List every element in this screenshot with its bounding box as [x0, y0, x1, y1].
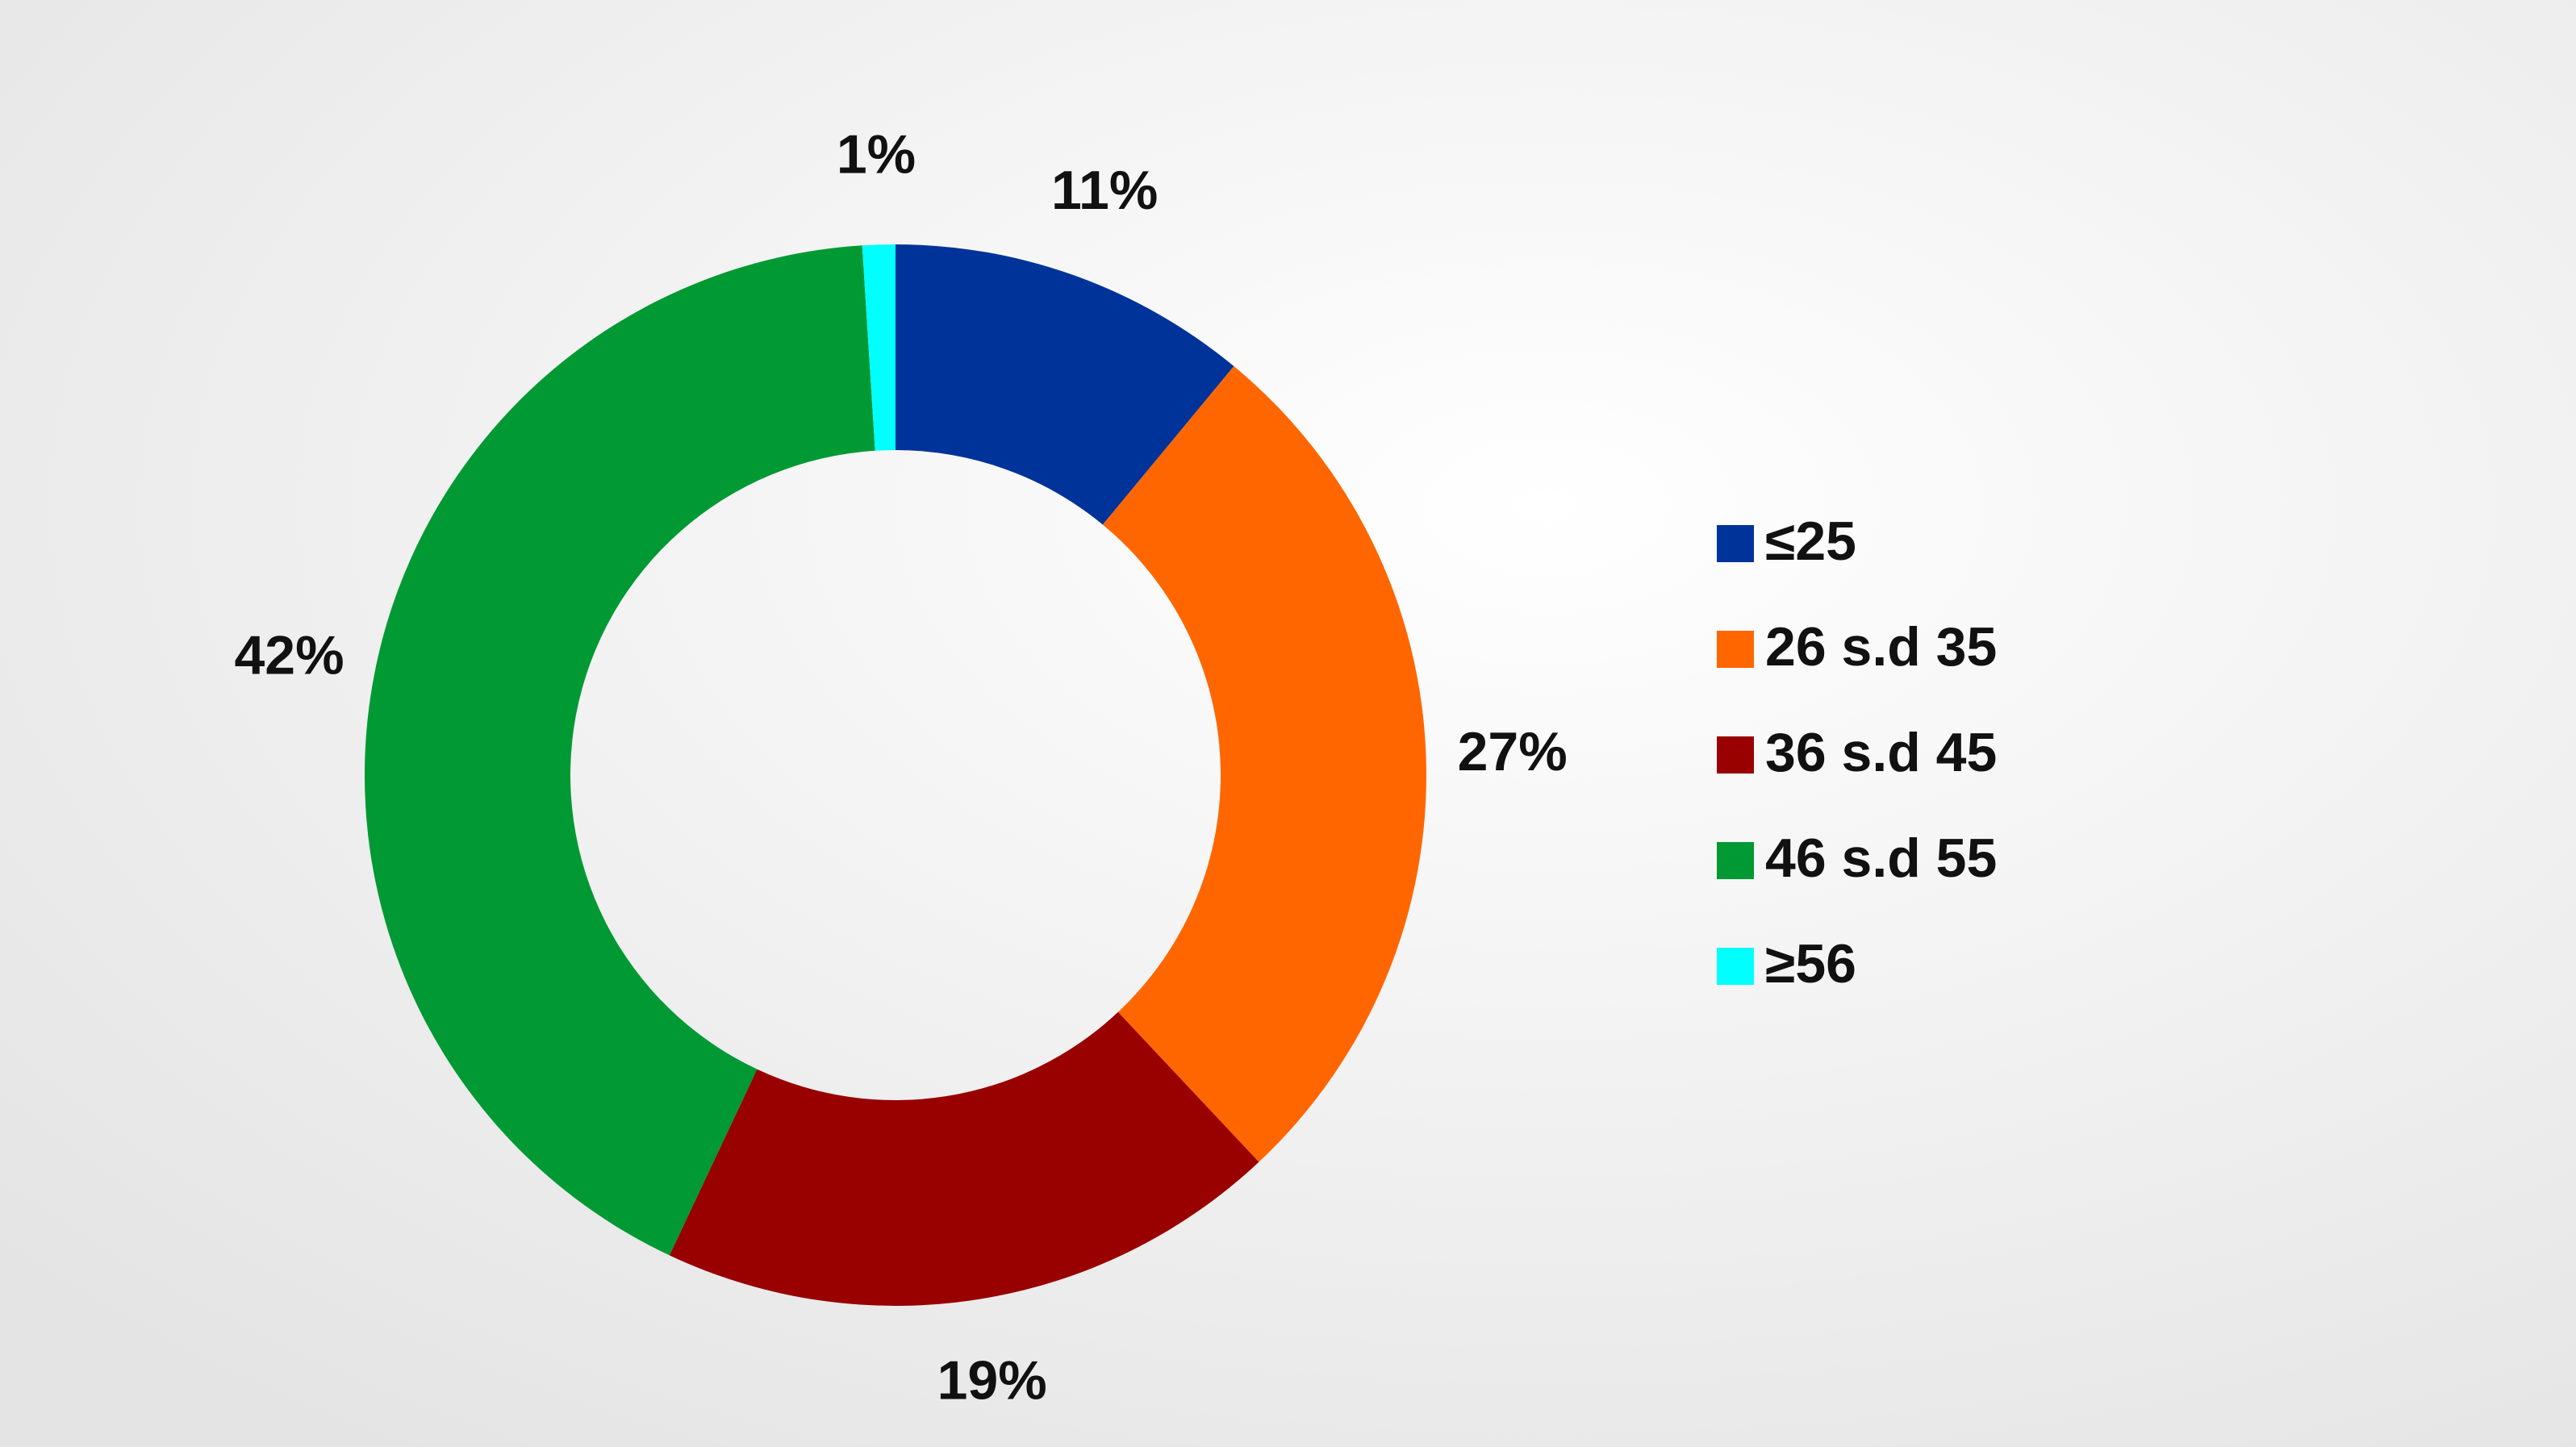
value-label: 11% [1051, 160, 1158, 221]
donut-slice [896, 244, 1234, 525]
donut-slice [1102, 366, 1426, 1162]
legend-label: 46 s.d 55 [1765, 828, 1997, 889]
donut-slice [669, 1011, 1259, 1307]
legend-swatch [1717, 842, 1754, 879]
donut-slice [862, 244, 896, 451]
legend-swatch [1717, 525, 1754, 562]
legend-label: 36 s.d 45 [1765, 722, 1997, 783]
donut-slice [364, 245, 875, 1256]
value-label: 42% [234, 625, 344, 686]
value-label: 19% [937, 1350, 1047, 1412]
legend-swatch [1717, 631, 1754, 668]
legend-label: ≥56 [1765, 933, 1856, 995]
legend-label: 26 s.d 35 [1765, 616, 1997, 678]
value-label: 1% [837, 123, 916, 185]
legend-swatch [1717, 736, 1754, 774]
legend-label: ≤25 [1765, 511, 1856, 572]
legend-swatch [1717, 948, 1754, 985]
value-label: 27% [1458, 721, 1568, 782]
